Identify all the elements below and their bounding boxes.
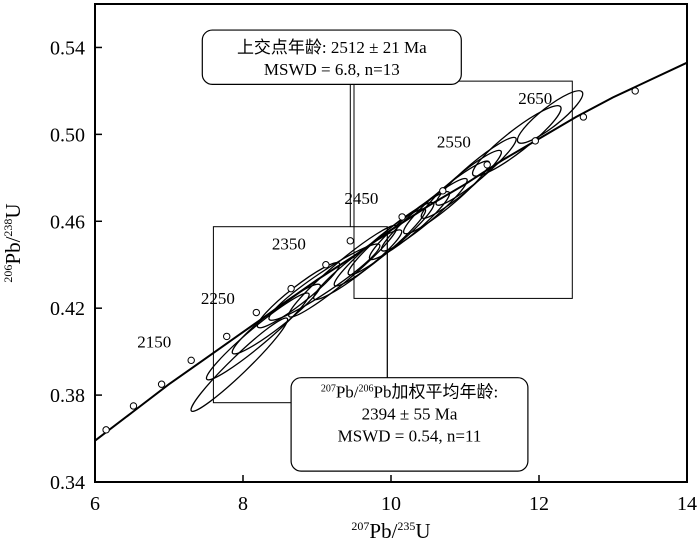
- age-label: 2350: [272, 235, 306, 254]
- x-axis-title: 207Pb/235U: [351, 519, 430, 543]
- age-marker: [223, 332, 231, 341]
- age-marker: [252, 308, 261, 317]
- age-label: 2150: [137, 332, 171, 351]
- age-marker: [102, 426, 110, 434]
- annotation-text: Pb/: [336, 383, 359, 402]
- error-ellipse: [205, 292, 310, 381]
- annotation-text: 上交点年龄: 2512 ± 21 Ma: [237, 38, 427, 57]
- x-axis-title-text: U: [415, 519, 430, 543]
- superscript: 238: [1, 219, 15, 237]
- annotation-box: [290, 377, 529, 472]
- y-tick-label: 0.46: [50, 211, 85, 233]
- annotation-text: 2394 ± 55 Ma: [362, 405, 458, 424]
- age-marker: [346, 237, 354, 245]
- zoom-box: [353, 80, 573, 299]
- error-ellipse: [471, 105, 562, 177]
- annotation-box: [201, 29, 462, 85]
- age-marker: [287, 284, 295, 293]
- annotation-text: MSWD = 0.54, n=11: [338, 427, 482, 446]
- superscript: 207: [321, 384, 336, 395]
- age-label: 2250: [201, 289, 235, 308]
- annotation-title: 207Pb/206Pb加权平均年龄:: [321, 383, 498, 402]
- y-axis-title: 206Pb/238U: [1, 203, 25, 282]
- error-ellipse: [402, 160, 491, 235]
- x-tick-label: 6: [90, 493, 100, 515]
- axes: 6 8 10 12 140.340.380.420.460.500.54207Pb/23…: [1, 3, 697, 543]
- y-tick-label: 0.50: [50, 124, 85, 146]
- age-marker: [483, 161, 491, 169]
- annotation-text: Pb加权平均年龄:: [374, 383, 499, 402]
- x-tick-label: 8: [238, 493, 248, 515]
- x-tick-label: 14: [677, 493, 697, 515]
- age-marker: [439, 187, 447, 195]
- y-tick-label: 0.42: [50, 298, 85, 320]
- error-ellipse: [516, 90, 584, 144]
- x-tick-label: 10: [381, 493, 401, 515]
- age-label: 2650: [518, 89, 552, 108]
- age-label: 2550: [437, 132, 471, 151]
- annotation-text: MSWD = 6.8, n=13: [264, 60, 400, 79]
- age-marker: [322, 261, 330, 269]
- y-axis-title-text: Pb/: [1, 236, 25, 264]
- age-marker: [187, 356, 195, 365]
- plot-area: 2150 2250 2350 2450 2550 2650 上交点年龄: 2512 ± 21…: [94, 29, 688, 472]
- age-marker: [129, 402, 138, 410]
- error-ellipse: [190, 317, 289, 413]
- age-label: 2450: [344, 189, 378, 208]
- superscript: 206: [1, 265, 15, 283]
- y-tick-label: 0.38: [50, 385, 85, 407]
- superscript: 235: [397, 519, 415, 533]
- superscript: 206: [359, 384, 374, 395]
- age-marker: [579, 113, 588, 121]
- age-marker: [531, 137, 539, 145]
- superscript: 207: [351, 519, 369, 533]
- concordia-curve: [94, 61, 688, 442]
- y-axis-title-text: U: [1, 203, 25, 218]
- age-marker: [157, 380, 166, 388]
- x-axis-title-text: Pb/: [369, 519, 397, 543]
- y-tick-label: 0.34: [50, 472, 85, 494]
- age-marker: [631, 87, 639, 95]
- error-ellipse: [268, 243, 381, 321]
- y-tick-label: 0.54: [50, 37, 85, 59]
- error-ellipse: [435, 136, 517, 206]
- age-marker: [398, 213, 406, 221]
- x-tick-label: 12: [529, 493, 549, 515]
